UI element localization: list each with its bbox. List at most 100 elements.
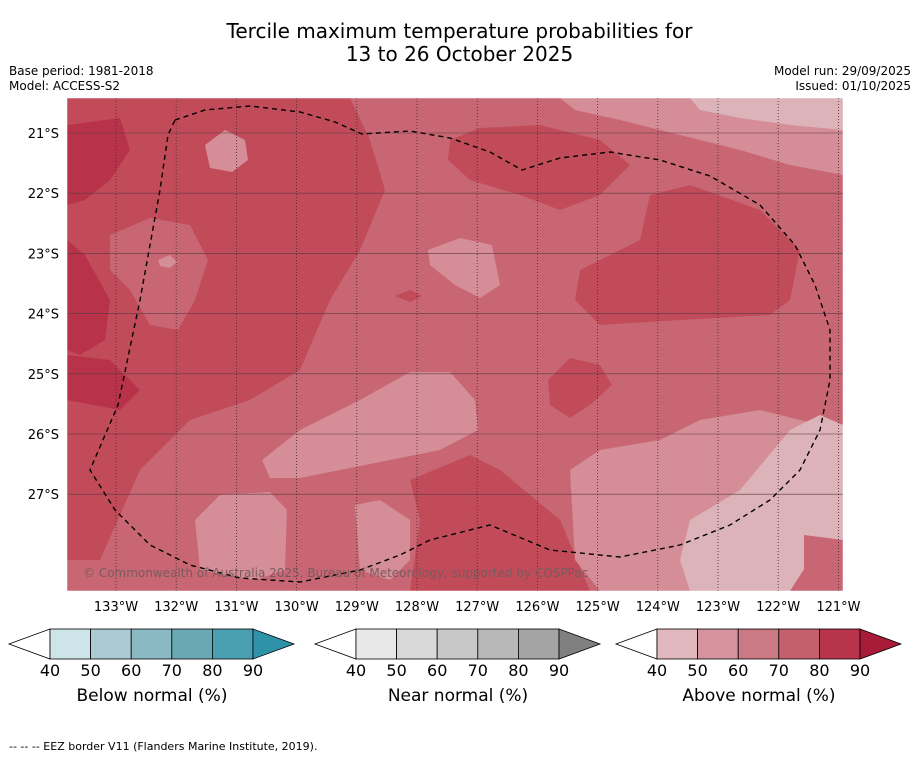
field-above-70-west xyxy=(110,218,208,330)
colorbar-tick-label: 40 xyxy=(346,661,366,680)
field-above-80-patch xyxy=(548,358,612,418)
colorbar-tick-label: 40 xyxy=(40,661,60,680)
map-canvas: © Commonwealth of Australia 2025, Bureau… xyxy=(7,97,903,680)
field-above-60-centre xyxy=(428,238,500,298)
field-above-50-se xyxy=(680,415,843,591)
field-above-60-south xyxy=(355,500,410,580)
colorbar-lower-extend xyxy=(614,628,658,660)
colorbar-tick-label: 90 xyxy=(549,661,569,680)
lat-label: 21°S xyxy=(28,127,59,142)
field-above-60-nw-patch xyxy=(205,130,248,172)
lat-label: 27°S xyxy=(28,488,59,503)
field-above-60-centre-south xyxy=(262,372,478,478)
colorbar-segment xyxy=(737,628,780,660)
colorbar-segment xyxy=(436,628,479,660)
field-above-50-ne xyxy=(690,98,843,130)
field-above-80-west xyxy=(67,98,385,560)
colorbar-segment xyxy=(130,628,173,660)
base-period-text: Base period: 1981-2018 xyxy=(9,64,154,78)
colorbar-segment xyxy=(697,628,739,660)
field-above-60-sw xyxy=(195,492,287,580)
field-above-90-w xyxy=(67,240,110,355)
lon-label: 127°W xyxy=(455,600,499,615)
map-frame xyxy=(66,97,844,592)
lon-label: 123°W xyxy=(696,600,740,615)
colorbar-segment xyxy=(656,628,698,660)
lon-label: 129°W xyxy=(335,600,379,615)
field-above-90-sw xyxy=(67,355,140,410)
colorbar-segment xyxy=(396,628,438,660)
colorbar-tick-label: 60 xyxy=(121,661,141,680)
lat-label: 22°S xyxy=(28,187,59,202)
colorbar-tick-label: 50 xyxy=(687,661,707,680)
colorbar-tick-label: 80 xyxy=(809,661,829,680)
eez-footnote: -- -- -- EEZ border V11 (Flanders Marine… xyxy=(9,740,318,753)
latitude-gridlines xyxy=(67,132,843,495)
latitude-labels: 21°S 22°S 23°S 24°S 25°S 26°S 27°S xyxy=(28,127,59,503)
field-above-80-north xyxy=(448,125,630,210)
colorbar-tick-label: 60 xyxy=(728,661,748,680)
eez-border xyxy=(89,105,831,583)
colorbar-segment xyxy=(90,628,132,660)
colorbar-tick-label: 40 xyxy=(647,661,667,680)
colorbar-tick-label: 70 xyxy=(162,661,182,680)
model-text: Model: ACCESS-S2 xyxy=(9,79,121,93)
lat-label: 23°S xyxy=(28,247,59,262)
lon-label: 131°W xyxy=(214,600,258,615)
issued-text: Issued: 01/10/2025 xyxy=(795,79,911,93)
lat-label: 26°S xyxy=(28,428,59,443)
lon-label: 122°W xyxy=(756,600,800,615)
field-above-80-south xyxy=(410,455,590,591)
lat-label: 24°S xyxy=(28,308,59,323)
colorbar-tick-label: 50 xyxy=(80,661,100,680)
probability-field xyxy=(67,98,843,591)
model-run-text: Model run: 29/09/2025 xyxy=(773,64,911,78)
lon-label: 133°W xyxy=(94,600,138,615)
lon-label: 125°W xyxy=(576,600,620,615)
lon-label: 132°W xyxy=(154,600,198,615)
colorbar-tick-label: 80 xyxy=(202,661,222,680)
lat-label: 25°S xyxy=(28,368,59,383)
lon-label: 128°W xyxy=(395,600,439,615)
longitude-gridlines xyxy=(115,98,839,591)
colorbar-tick-label: 90 xyxy=(850,661,870,680)
colorbar-below: 40 50 60 70 80 90 xyxy=(7,628,296,680)
legend-group: 40 50 60 70 80 90 40 50 60 70 80 90 40 50 60 70 80 90 xyxy=(7,628,903,680)
colorbar-segment xyxy=(211,628,254,660)
lon-label: 130°W xyxy=(275,600,319,615)
lon-label: 126°W xyxy=(515,600,559,615)
legend-title-below: Below normal (%) xyxy=(76,686,228,706)
colorbar-tick-label: 70 xyxy=(769,661,789,680)
colorbar-segment xyxy=(355,628,397,660)
map-title-line2: 13 to 26 October 2025 xyxy=(345,42,574,66)
map-title-line1: Tercile maximum temperature probabilitie… xyxy=(226,19,693,43)
colorbar-tick-label: 80 xyxy=(508,661,528,680)
colorbar-upper-extend xyxy=(558,628,602,660)
colorbar-segment xyxy=(477,628,519,660)
legend-title-near: Near normal (%) xyxy=(387,686,529,706)
colorbar-tick-label: 50 xyxy=(386,661,406,680)
legend-title-above: Above normal (%) xyxy=(682,686,836,706)
colorbar-tick-label: 70 xyxy=(468,661,488,680)
copyright-text: © Commonwealth of Australia 2025, Bureau… xyxy=(83,566,588,580)
colorbar-tick-label: 60 xyxy=(427,661,447,680)
colorbar-lower-extend xyxy=(313,628,357,660)
lon-label: 124°W xyxy=(636,600,680,615)
colorbar-above: 40 50 60 70 80 90 xyxy=(614,628,903,680)
lon-label: 121°W xyxy=(816,600,860,615)
colorbar-tick-label: 90 xyxy=(243,661,263,680)
colorbar-segment xyxy=(518,628,560,660)
colorbar-upper-extend xyxy=(859,628,903,660)
colorbar-upper-extend xyxy=(252,628,296,660)
field-above-80-dot xyxy=(395,290,422,302)
colorbar-segment xyxy=(49,628,91,660)
longitude-labels: 133°W 132°W 131°W 130°W 129°W 128°W 127°W 126°W… xyxy=(94,600,861,615)
field-above-70-corner xyxy=(804,535,843,591)
colorbar-segment xyxy=(819,628,861,660)
field-above-90-nw xyxy=(67,118,130,205)
field-above-60-dot xyxy=(158,255,177,268)
field-above-80-east xyxy=(575,185,800,325)
colorbar-near: 40 50 60 70 80 90 xyxy=(313,628,602,680)
colorbar-segment xyxy=(778,628,820,660)
colorbar-lower-extend xyxy=(7,628,51,660)
